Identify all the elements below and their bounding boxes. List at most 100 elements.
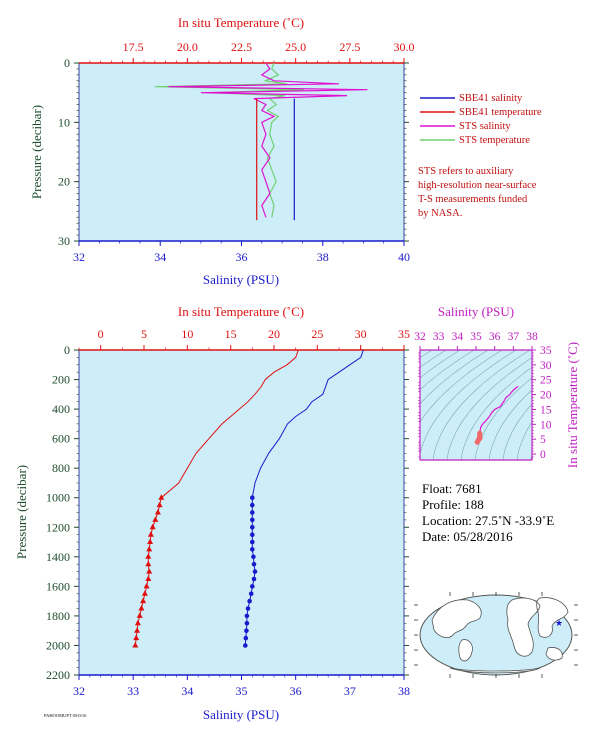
tick-label: 2200 — [46, 668, 70, 682]
tick-label: 36 — [290, 684, 302, 698]
map-ticks — [414, 592, 578, 678]
tick-label: 5 — [540, 434, 546, 446]
salinity-marker — [250, 525, 255, 530]
salinity-marker — [251, 576, 257, 582]
salinity-marker — [250, 502, 255, 508]
salinity-marker — [252, 569, 258, 574]
tick-label: 10 — [540, 419, 552, 431]
bottom-salinity-ticks: 32 33 34 35 36 37 38 — [73, 674, 410, 698]
tick-label: 38 — [526, 331, 538, 343]
salinity-marker — [244, 621, 250, 626]
salinity-marker — [250, 584, 255, 589]
tick-label: 2000 — [46, 638, 70, 652]
tick-label: 38 — [317, 250, 329, 264]
tick-label: 600 — [52, 432, 70, 446]
tick-label: 30 — [355, 327, 367, 341]
top-pressure-ticks: 0 10 20 30 — [58, 56, 409, 248]
tick-label: 15 — [225, 327, 237, 341]
bottom-pressure-axis-label: Pressure (decibar) — [14, 465, 29, 559]
tick-label: 32 — [414, 331, 426, 343]
tick-label: 37 — [344, 684, 356, 698]
tick-label: 40 — [398, 250, 410, 264]
temperature-marker — [149, 523, 156, 530]
top-salinity-ticks: 32 34 36 38 40 — [73, 240, 410, 264]
temperature-marker — [132, 642, 139, 648]
tick-label: 1200 — [46, 520, 70, 534]
bottom-salinity-axis-label: Salinity (PSU) — [203, 707, 279, 722]
tick-label: 0 — [64, 343, 70, 357]
tick-label: 35 — [470, 331, 482, 343]
tick-label: 1600 — [46, 579, 70, 593]
world-map: ★ — [414, 592, 578, 678]
tick-label: 0 — [64, 56, 70, 70]
series-line-sts-salinity — [168, 62, 368, 218]
note-line: by NASA. — [418, 208, 462, 219]
map-antarctica — [449, 667, 541, 674]
temperature-marker — [154, 509, 161, 515]
tick-label: 15 — [540, 404, 552, 416]
salinity-marker — [250, 547, 255, 552]
temperature-marker — [156, 501, 163, 508]
temperature-marker — [136, 612, 143, 618]
tick-label: 20 — [268, 327, 280, 341]
density-contour — [460, 366, 532, 460]
tick-label: 35 — [398, 327, 410, 341]
ts-point — [474, 439, 480, 445]
tick-label: 33 — [127, 684, 139, 698]
tick-label: 32 — [73, 684, 85, 698]
tick-label: 35 — [236, 684, 248, 698]
tick-label: 20 — [58, 175, 70, 189]
note-line: STS refers to auxiliary — [418, 166, 514, 177]
top-pressure-axis-label: Pressure (decibar) — [29, 105, 44, 199]
tick-label: 0 — [540, 449, 546, 461]
temperature-marker — [140, 597, 147, 604]
tick-label: 34 — [181, 684, 193, 698]
tick-label: 20 — [540, 390, 552, 402]
tick-label: 27.5 — [339, 40, 360, 54]
temperature-marker — [147, 531, 154, 537]
tick-label: 17.5 — [123, 40, 144, 54]
legend-item: STS temperature — [420, 135, 530, 146]
tick-label: 1400 — [46, 550, 70, 564]
ts-salinity-ticks: 32 33 34 35 36 37 38 — [414, 331, 538, 351]
tick-label: 200 — [52, 373, 70, 387]
tick-label: 36 — [236, 250, 248, 264]
temperature-marker — [145, 553, 152, 559]
density-contour — [488, 389, 532, 460]
top-panel: In situ Temperature (˚C) 17.5 20.0 22.5 25.… — [29, 15, 415, 287]
density-contour — [432, 350, 531, 460]
legend-item: SBE41 salinity — [420, 93, 523, 104]
tick-label: 33 — [433, 331, 445, 343]
temperature-marker — [146, 568, 153, 574]
density-contour — [516, 421, 532, 460]
temperature-marker — [141, 590, 148, 596]
temperature-marker — [145, 560, 152, 567]
date: Date: 05/28/2016 — [422, 529, 513, 544]
tick-label: 35 — [540, 345, 552, 357]
top-temperature-ticks: 17.5 20.0 22.5 25.0 27.5 30.0 — [79, 40, 415, 64]
map-land — [431, 597, 569, 662]
legend: SBE41 salinity SBE41 temperature STS sal… — [420, 93, 542, 146]
legend-item: STS salinity — [420, 121, 511, 132]
salinity-marker — [250, 495, 255, 501]
tick-label: 10 — [58, 115, 70, 129]
ts-salinity-axis-label: Salinity (PSU) — [438, 304, 514, 319]
salinity-marker — [250, 510, 255, 515]
bottom-temperature-ticks: 0 5 10 15 20 25 30 35 — [78, 327, 410, 351]
bottom-temperature-axis-label: In situ Temperature (˚C) — [178, 304, 304, 319]
tick-label: 34 — [452, 331, 464, 343]
legend-label: STS salinity — [459, 121, 511, 132]
salinity-marker — [247, 598, 252, 604]
temperature-marker — [133, 634, 140, 641]
temperature-marker — [152, 516, 159, 522]
tick-label: 37 — [508, 331, 520, 343]
temperature-marker — [143, 582, 150, 589]
salinity-marker — [250, 532, 255, 537]
salinity-marker — [243, 643, 248, 648]
salinity-marker — [244, 628, 249, 633]
tick-label: 30 — [540, 360, 552, 372]
density-contour — [420, 350, 447, 368]
footer-stamp: PAHOOMUPT 05/0/16 — [44, 713, 87, 718]
